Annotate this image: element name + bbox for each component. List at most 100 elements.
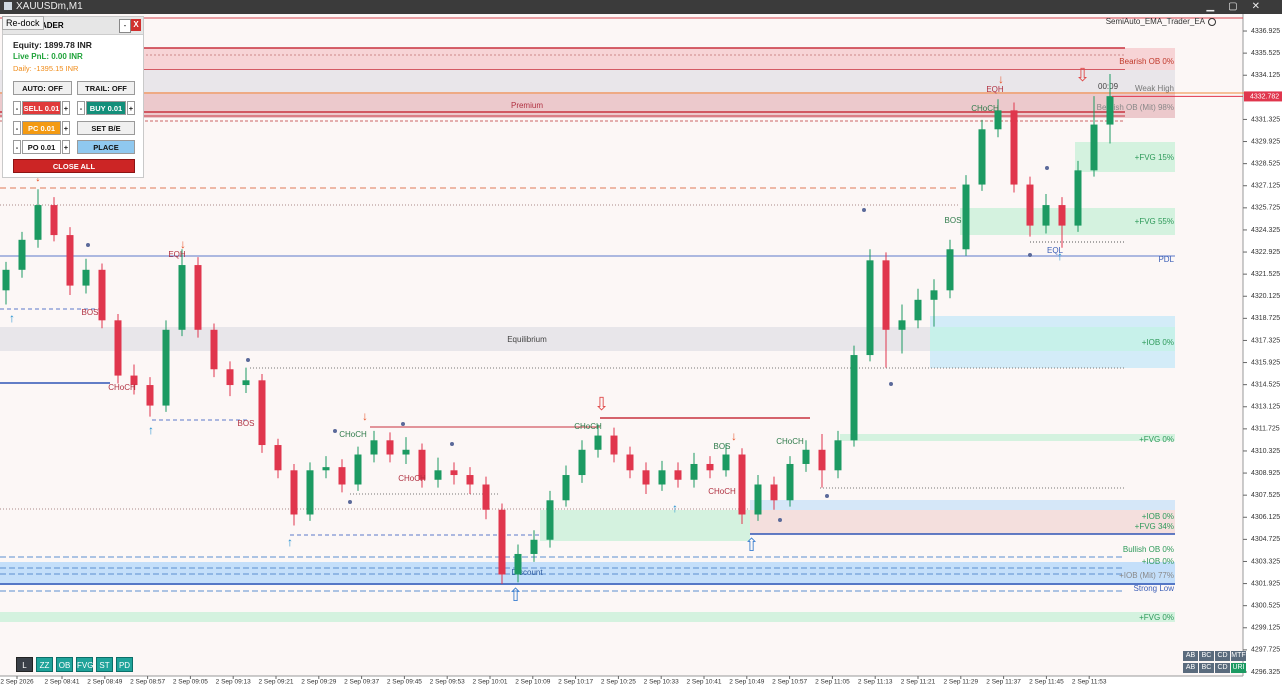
y-tick-label: 4301.925 (1251, 580, 1280, 587)
trail-button[interactable]: TRAIL: OFF (77, 81, 135, 95)
place-button[interactable]: PLACE (77, 140, 135, 154)
close-all-button[interactable]: CLOSE ALL (13, 159, 135, 173)
pattern-button[interactable]: CD (1215, 651, 1230, 661)
redock-button[interactable]: Re-dock (2, 16, 44, 30)
zone-label: +FVG 34% (1135, 522, 1174, 531)
pattern-button[interactable]: AB (1183, 651, 1198, 661)
candle-body (930, 290, 938, 300)
po-minus[interactable]: - (13, 140, 21, 154)
current-price-label: 4332.782 (1250, 93, 1279, 100)
x-tick-label: 2 Sep 10:25 (601, 679, 636, 686)
candle-body (770, 484, 778, 501)
bearish-ob-zone (142, 48, 1175, 70)
candle-body (1026, 184, 1034, 226)
x-tick-label: 2 Sep 11:05 (815, 679, 850, 686)
x-tick-label: 2 Sep 10:57 (772, 679, 807, 686)
set-be-button[interactable]: SET B/E (77, 121, 135, 135)
toolbar-button[interactable]: FVG (76, 657, 93, 672)
pattern-button[interactable]: MTF (1231, 651, 1246, 661)
structure-labels: EQH EQH EQL BOS BOS BOS BOS CHoCH CHoCH CHoCH CHoC… (82, 85, 1064, 496)
x-tick-label: 2 Sep 11:13 (858, 679, 893, 686)
y-tick-label: 4303.325 (1251, 558, 1280, 565)
pattern-button[interactable]: URI (1231, 663, 1246, 673)
candle-body (450, 470, 458, 476)
up-arrow: ↑ (672, 501, 678, 515)
sell-minus[interactable]: - (13, 101, 21, 115)
fvg-zone (750, 510, 1175, 534)
y-tick-label: 4313.125 (1251, 404, 1280, 411)
x-tick-label: 2 Sep 08:49 (87, 679, 122, 686)
candle-body (34, 205, 42, 240)
down-arrow: ↓ (731, 429, 737, 443)
candle-body (194, 265, 202, 330)
x-tick-label: 2 Sep 11:37 (986, 679, 1021, 686)
candle-body (130, 375, 138, 386)
pattern-button[interactable]: AB (1183, 663, 1198, 673)
candle-body (690, 463, 698, 480)
pc-button[interactable]: PC 0.01 (22, 121, 61, 135)
x-tick-label: 2 Sep 09:21 (258, 679, 293, 686)
x-tick-label: 2 Sep 11:29 (944, 679, 979, 686)
candle-body (850, 355, 858, 441)
po-button[interactable]: PO 0.01 (22, 140, 61, 154)
zone-label: Discount (511, 568, 543, 577)
candle-body (914, 299, 922, 321)
structure-label: EQH (986, 85, 1004, 94)
candle-body (722, 454, 730, 471)
candle-body (386, 440, 394, 455)
y-tick-label: 4314.525 (1251, 381, 1280, 388)
zone-label: Bearish OB 0% (1119, 57, 1174, 66)
x-tick-label: 2 Sep 08:41 (44, 679, 79, 686)
toolbar-button[interactable]: ST (96, 657, 113, 672)
candle-body (482, 484, 490, 510)
down-arrow: ↓ (180, 237, 186, 251)
down-arrow: ↓ (362, 409, 368, 423)
zone-label: +IOB 0% (1142, 512, 1174, 521)
x-tick-label: 2 Sep 11:45 (1029, 679, 1064, 686)
y-tick-label: 4310.325 (1251, 448, 1280, 455)
swing-dot (778, 518, 782, 522)
pc-plus[interactable]: + (62, 121, 70, 135)
zone-label: +FVG 0% (1139, 613, 1174, 622)
y-tick-label: 4331.325 (1251, 116, 1280, 123)
trade-panel: ADER - X Re-dock Equity: 1899.78 INR Liv… (2, 16, 144, 178)
window-controls[interactable]: ▁▢✕ (1206, 1, 1274, 12)
sell-plus[interactable]: + (62, 101, 70, 115)
candle-body (834, 440, 842, 471)
auto-button[interactable]: AUTO: OFF (13, 81, 72, 95)
pattern-button[interactable]: CD (1215, 663, 1230, 673)
toolbar-button[interactable]: ZZ (36, 657, 53, 672)
zone-label: PDL (1158, 255, 1174, 264)
swing-dot (86, 243, 90, 247)
y-tick-label: 4322.925 (1251, 249, 1280, 256)
buy-minus[interactable]: - (77, 101, 85, 115)
pattern-button[interactable]: BC (1199, 663, 1214, 673)
po-plus[interactable]: + (62, 140, 70, 154)
axes: 4336.925 4335.525 4334.125 4331.325 4329.925… (0, 28, 1282, 686)
y-tick-label: 4300.525 (1251, 603, 1280, 610)
x-tick-label: 2 Sep 09:45 (387, 679, 422, 686)
y-tick-label: 4318.725 (1251, 315, 1280, 322)
toolbar-button[interactable]: PD (116, 657, 133, 672)
x-tick-label: 2 Sep 10:01 (472, 679, 507, 686)
y-tick-label: 4311.725 (1251, 426, 1280, 433)
close-button[interactable]: X (131, 19, 141, 31)
candle-body (498, 509, 506, 575)
pattern-button[interactable]: BC (1199, 651, 1214, 661)
x-tick-label: 2 Sep 10:17 (558, 679, 593, 686)
toolbar-button[interactable]: L (16, 657, 33, 672)
fvg-zone (540, 510, 750, 541)
live-pnl: Live PnL: 0.00 INR (13, 52, 83, 61)
candle-body (946, 249, 954, 291)
buy-plus[interactable]: + (127, 101, 135, 115)
zone-label: +FVG 0% (1139, 435, 1174, 444)
toolbar-button[interactable]: OB (56, 657, 73, 672)
countdown: 00:09 (1098, 82, 1119, 91)
minimize-button[interactable]: - (119, 19, 131, 33)
up-arrow: ↑ (287, 535, 293, 549)
candle-body (706, 463, 714, 471)
sell-button[interactable]: SELL 0.01 (22, 101, 61, 115)
pc-minus[interactable]: - (13, 121, 21, 135)
candle-body (994, 110, 1002, 130)
buy-button[interactable]: BUY 0.01 (86, 101, 126, 115)
